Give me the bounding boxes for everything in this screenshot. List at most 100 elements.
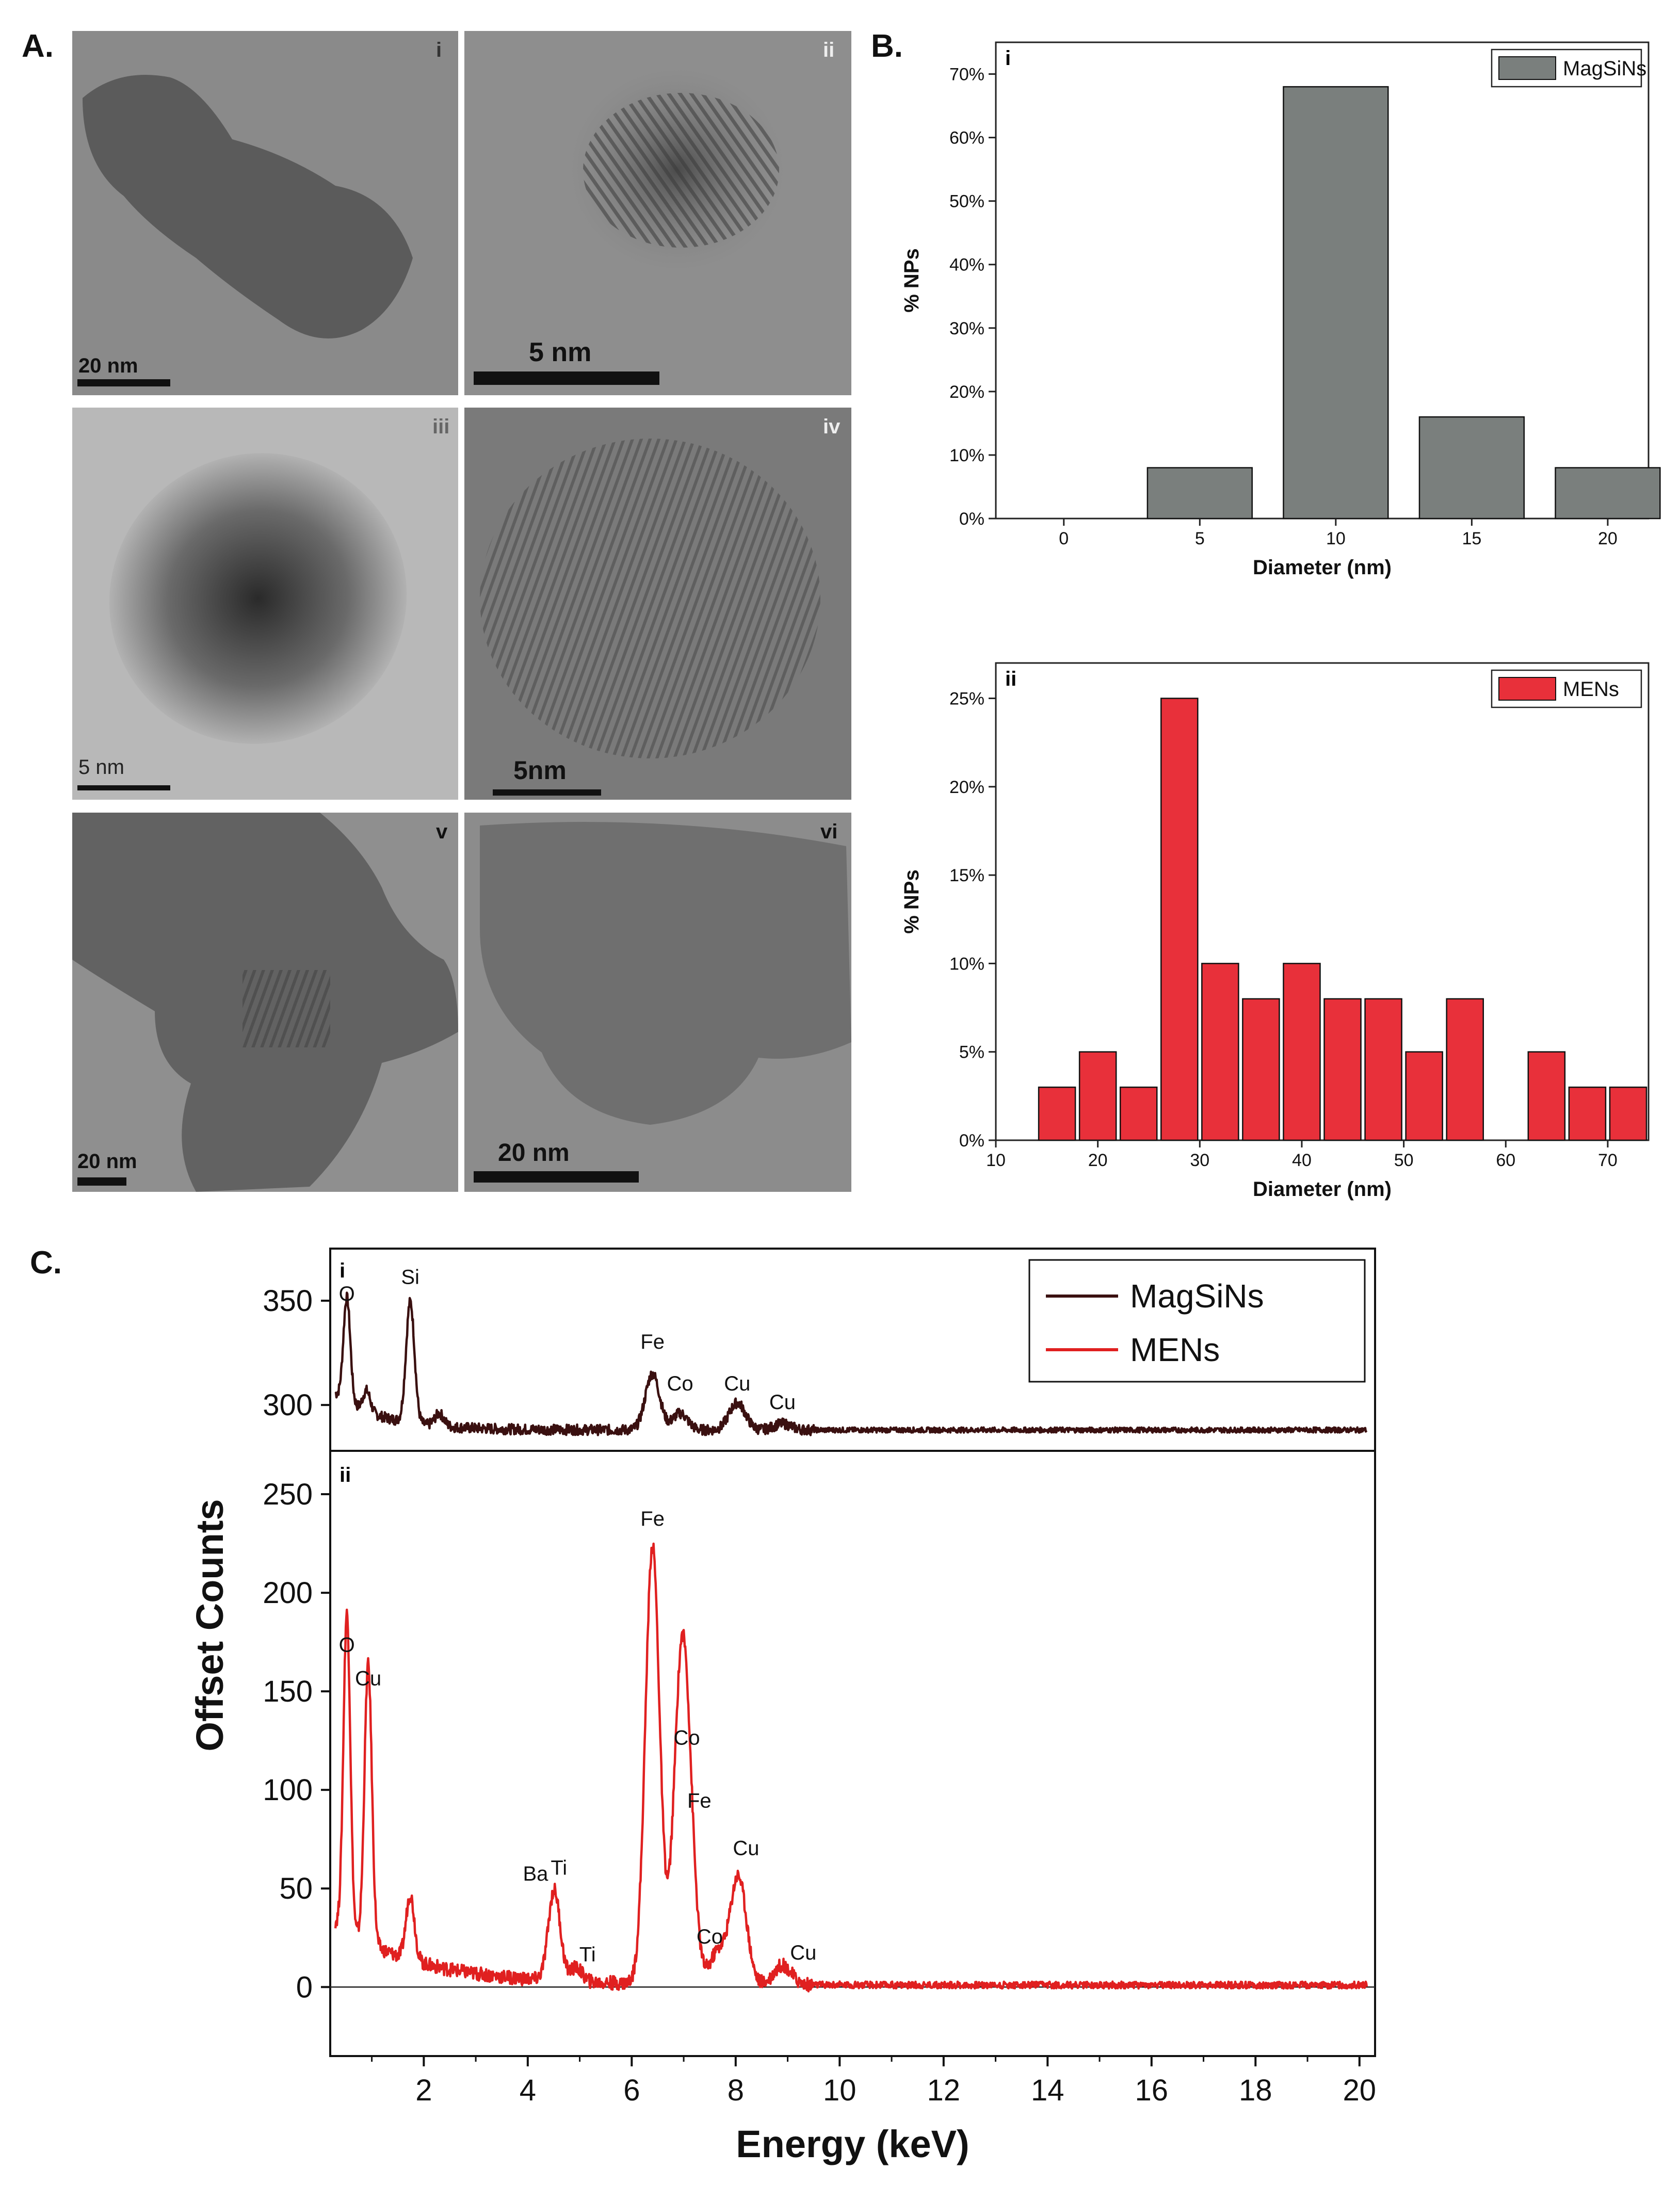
panel-letter-c: C. bbox=[30, 1245, 62, 1281]
x-tick-label: 20 bbox=[1088, 1151, 1108, 1170]
peak-label: Cu bbox=[769, 1391, 796, 1414]
x-axis-label: Diameter (nm) bbox=[1253, 556, 1392, 579]
peak-label: Fe bbox=[640, 1331, 665, 1353]
peak-label: Co bbox=[697, 1926, 723, 1948]
x-tick-label: 0 bbox=[1059, 529, 1069, 548]
x-tick-label: 40 bbox=[1292, 1151, 1312, 1170]
y-tick-label: 40% bbox=[949, 255, 984, 275]
peak-label: Si bbox=[401, 1266, 419, 1289]
legend-box bbox=[1491, 48, 1642, 88]
legend-label: MagSiNs bbox=[1563, 57, 1646, 80]
y-axis-label: % NPs bbox=[900, 869, 923, 934]
y-tick-label: 5% bbox=[959, 1043, 984, 1062]
bar bbox=[1364, 998, 1402, 1141]
subpanel-label: i bbox=[340, 1259, 345, 1282]
spectrum-line bbox=[334, 1291, 1368, 1436]
subpanel-label: i bbox=[1005, 47, 1011, 70]
subpanel-label: ii bbox=[1005, 668, 1016, 690]
tem-numeral: ii bbox=[823, 39, 834, 61]
x-tick-label: 20 bbox=[1598, 529, 1618, 548]
y-tick-label: 20% bbox=[949, 382, 984, 402]
tem-grid: i 20 nm ii 5 nm iii 5 nm iv 5nm bbox=[72, 31, 851, 1192]
bar bbox=[1405, 1051, 1443, 1141]
x-tick-label: 10 bbox=[986, 1151, 1006, 1170]
peak-label: Co bbox=[667, 1372, 693, 1395]
y-tick-label: 25% bbox=[949, 689, 984, 709]
y-tick-label: 70% bbox=[949, 65, 984, 85]
tem-image-i: i 20 nm bbox=[72, 31, 458, 395]
y-tick-label: 150 bbox=[263, 1675, 313, 1708]
x-tick-label: 18 bbox=[1239, 2074, 1272, 2107]
bar bbox=[1555, 467, 1661, 520]
y-axis-label: % NPs bbox=[900, 248, 923, 313]
particle bbox=[480, 822, 851, 1125]
tem-image-v: v 20 nm bbox=[72, 813, 458, 1192]
peak-label: Ti bbox=[551, 1856, 567, 1879]
bar bbox=[1446, 998, 1484, 1141]
y-tick-label: 250 bbox=[263, 1478, 313, 1511]
x-axis-label: Diameter (nm) bbox=[1253, 1178, 1392, 1201]
tem-numeral: v bbox=[436, 820, 448, 843]
x-tick-label: 16 bbox=[1135, 2074, 1169, 2107]
scale-bar bbox=[77, 785, 170, 790]
peak-label: O bbox=[339, 1283, 355, 1305]
scale-label: 20 nm bbox=[78, 354, 138, 377]
y-tick-label: 350 bbox=[263, 1284, 313, 1318]
bar bbox=[1527, 1051, 1566, 1141]
peak-label: Fe bbox=[687, 1790, 712, 1813]
y-tick-label: 10% bbox=[949, 954, 984, 974]
y-tick-label: 200 bbox=[263, 1576, 313, 1610]
histogram-mens: 10 20 30 40 50 60 70 0% 5% 10% 15% 20% 25% Diameter (… bbox=[900, 662, 1650, 1201]
tem-image-ii: ii 5 nm bbox=[464, 31, 851, 395]
x-tick-label: 12 bbox=[927, 2074, 961, 2107]
peak-label: Cu bbox=[724, 1372, 750, 1395]
legend-label: MENs bbox=[1130, 1331, 1220, 1368]
scale-bar bbox=[474, 371, 659, 385]
tem-numeral: iii bbox=[432, 415, 449, 438]
scale-bar bbox=[474, 1171, 639, 1183]
y-tick-label: 0 bbox=[296, 1970, 313, 2004]
x-tick-label: 70 bbox=[1598, 1151, 1618, 1170]
spectrum-line bbox=[334, 1542, 1368, 1993]
legend-swatch bbox=[1498, 677, 1556, 701]
scale-bar bbox=[77, 1177, 126, 1186]
peak-label: Cu bbox=[733, 1837, 759, 1859]
x-tick-label: 14 bbox=[1031, 2074, 1064, 2107]
y-tick-label: 20% bbox=[949, 778, 984, 797]
peak-label: Fe bbox=[640, 1508, 665, 1530]
eds-spectrum-chart: 300 350 0 50 100 150 200 250 2 4 6 8 10 12 14 16 18 20 Ene… bbox=[188, 1248, 1377, 2165]
x-tick-label: 5 bbox=[1195, 529, 1205, 548]
bar bbox=[1146, 467, 1253, 520]
tem-image-iv: iv 5nm bbox=[464, 408, 851, 800]
y-tick-label: 0% bbox=[959, 509, 984, 529]
tem-image-iii: iii 5 nm bbox=[72, 408, 458, 800]
tem-numeral: vi bbox=[820, 820, 837, 843]
y-tick-label: 50 bbox=[279, 1872, 313, 1905]
x-tick-label: 4 bbox=[520, 2074, 536, 2107]
bar bbox=[1568, 1086, 1607, 1141]
x-tick-label: 50 bbox=[1394, 1151, 1414, 1170]
bar bbox=[1323, 998, 1362, 1141]
legend-label: MagSiNs bbox=[1130, 1277, 1264, 1315]
tem-image-vi: vi 20 nm bbox=[464, 813, 851, 1192]
plot-frame bbox=[995, 662, 1650, 1141]
scale-label: 20 nm bbox=[498, 1139, 570, 1167]
x-tick-label: 20 bbox=[1343, 2074, 1377, 2107]
bar bbox=[1242, 998, 1280, 1141]
bar bbox=[1418, 416, 1525, 520]
y-tick-label: 0% bbox=[959, 1131, 984, 1151]
scale-label: 20 nm bbox=[77, 1150, 137, 1173]
legend-swatch bbox=[1498, 56, 1556, 80]
x-tick-label: 10 bbox=[823, 2074, 857, 2107]
y-tick-label: 30% bbox=[949, 319, 984, 338]
tem-numeral: iv bbox=[823, 415, 841, 438]
peak-label: Cu bbox=[790, 1942, 816, 1964]
bar bbox=[1201, 963, 1239, 1141]
panel-letter-a: A. bbox=[22, 28, 54, 64]
scale-label: 5 nm bbox=[529, 337, 591, 367]
subpanel-label: ii bbox=[340, 1464, 351, 1486]
x-tick-label: 10 bbox=[1326, 529, 1346, 548]
particle-cluster bbox=[83, 75, 413, 338]
particle bbox=[109, 453, 407, 744]
